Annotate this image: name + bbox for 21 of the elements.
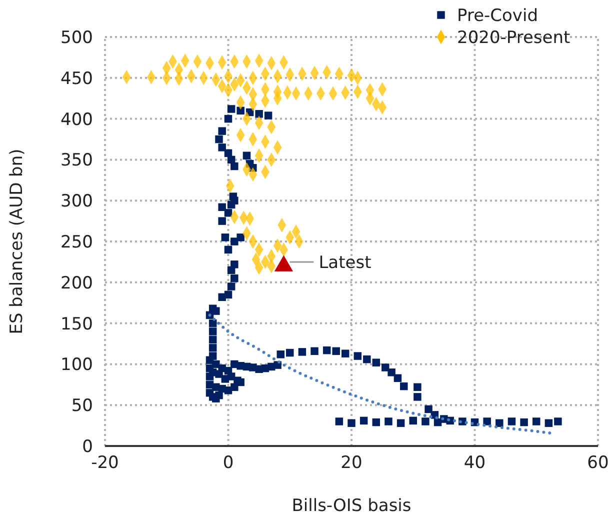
x-tick-label: 20	[340, 453, 362, 473]
y-tick-label: 200	[60, 273, 93, 294]
y-tick-label: 300	[60, 192, 93, 212]
x-tick-label: 40	[464, 453, 486, 473]
legend-label: Pre-Covid	[457, 6, 538, 26]
x-axis-title: Bills-OIS basis	[292, 496, 412, 516]
y-tick-label: 500	[60, 28, 93, 48]
annotation: Latest	[318, 252, 372, 273]
y-tick-label: 50	[71, 396, 93, 416]
y-tick-label: 100	[60, 355, 93, 376]
y-tick-label: 250	[60, 232, 93, 252]
x-tick-label: 60	[587, 453, 609, 473]
y-tick-label: 400	[60, 110, 93, 130]
y-tick-label: 0	[82, 436, 93, 457]
y-tick-label: 150	[60, 314, 93, 334]
x-tick-label: -20	[91, 453, 119, 473]
y-axis-title: ES balances (AUD bn)	[7, 148, 27, 334]
y-tick-label: 450	[60, 68, 93, 89]
y-tick-label: 350	[60, 150, 93, 171]
legend-label: 2020-Present	[457, 28, 571, 48]
x-tick-label: 0	[222, 453, 234, 473]
